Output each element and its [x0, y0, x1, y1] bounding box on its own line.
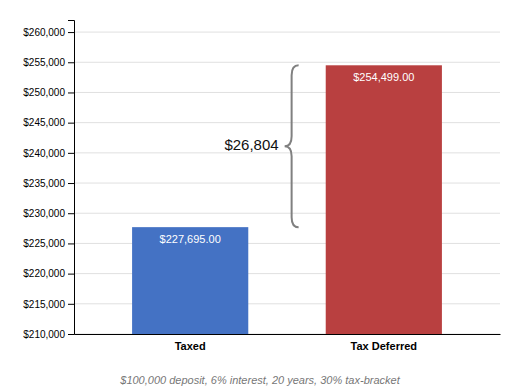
y-tick-label: $260,000 — [23, 27, 65, 38]
y-tick: $215,000 — [23, 299, 74, 310]
y-tick-mark — [68, 62, 74, 63]
grid — [74, 32, 500, 334]
bars — [132, 65, 442, 334]
y-axis-line — [68, 21, 75, 335]
y-tick-mark — [68, 92, 74, 93]
y-tick-mark — [68, 334, 74, 335]
y-tick-mark — [68, 274, 74, 275]
y-tick: $225,000 — [23, 238, 74, 249]
grid-line — [74, 62, 500, 63]
y-tick-label: $215,000 — [23, 299, 65, 310]
y-tick-label: $235,000 — [23, 178, 65, 189]
y-tick-label: $220,000 — [23, 268, 65, 279]
y-tick-mark — [68, 32, 74, 33]
y-tick: $220,000 — [23, 268, 74, 279]
y-tick-mark — [68, 123, 74, 124]
annotation: $26,804 — [224, 136, 278, 153]
x-tick-label: Tax Deferred — [351, 340, 417, 352]
x-axis-line — [75, 334, 501, 335]
x-axis: Taxed Tax Deferred — [75, 335, 501, 353]
y-tick-label: $240,000 — [23, 148, 65, 159]
bar — [326, 65, 442, 334]
y-tick-label: $250,000 — [23, 87, 65, 98]
y-tick-label: $255,000 — [23, 57, 65, 68]
y-tick: $250,000 — [23, 87, 74, 98]
x-tick: Taxed — [175, 340, 206, 352]
data-label: $227,695.00 — [160, 233, 221, 245]
y-tick: $235,000 — [23, 178, 74, 189]
y-tick-mark — [68, 304, 74, 305]
y-axis: $210,000 $215,000 $220,000 $225,000 $230,000… — [23, 21, 74, 340]
y-tick-mark — [68, 213, 74, 214]
grid-line — [74, 32, 500, 33]
brace — [285, 65, 299, 227]
x-tick: Tax Deferred — [351, 340, 417, 352]
y-tick: $240,000 — [23, 148, 74, 159]
x-tick-label: Taxed — [175, 340, 206, 352]
y-tick-label: $230,000 — [23, 208, 65, 219]
data-label: $254,499.00 — [353, 71, 414, 83]
chart: $210,000 $215,000 $220,000 $225,000 $230,000… — [0, 0, 520, 392]
y-tick: $245,000 — [23, 117, 74, 128]
y-tick: $210,000 — [23, 329, 74, 340]
y-tick-label: $225,000 — [23, 238, 65, 249]
y-tick-mark — [68, 243, 74, 244]
y-tick: $230,000 — [23, 208, 74, 219]
y-tick: $255,000 — [23, 57, 74, 68]
y-tick-mark — [68, 183, 74, 184]
y-tick-mark — [68, 153, 74, 154]
y-tick: $260,000 — [23, 27, 74, 38]
data-labels: $227,695.00 $254,499.00 — [160, 71, 415, 245]
bar — [132, 227, 248, 334]
plot: $210,000 $215,000 $220,000 $225,000 $230,000… — [23, 21, 500, 353]
subtitle: $100,000 deposit, 6% interest, 20 years,… — [119, 374, 400, 386]
y-tick-label: $210,000 — [23, 329, 65, 340]
y-tick-label: $245,000 — [23, 117, 65, 128]
